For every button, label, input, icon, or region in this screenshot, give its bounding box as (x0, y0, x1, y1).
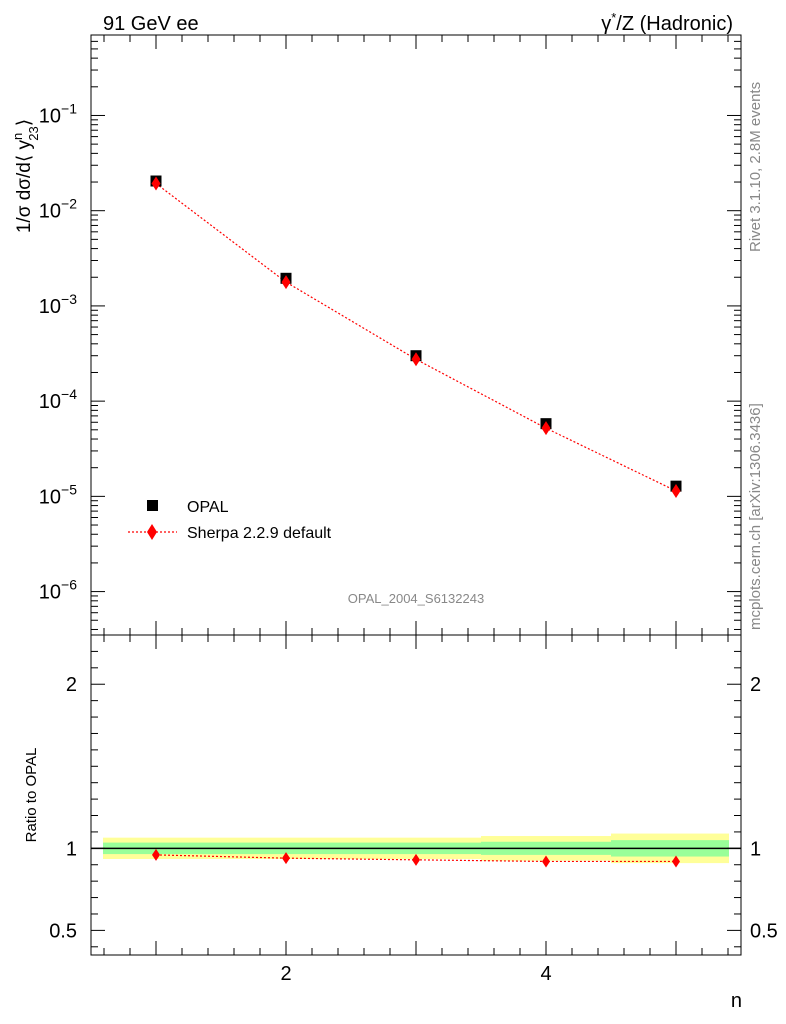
legend-sherpa-label: Sherpa 2.2.9 default (187, 525, 332, 542)
mcplots-label: mcplots.cern.ch [arXiv:1306.3436] (747, 403, 764, 630)
left-title: 91 GeV ee (103, 13, 199, 35)
legend-opal-label: OPAL (187, 499, 229, 516)
sherpa-point (281, 275, 291, 290)
ratio-y-tick-label-right: 2 (750, 674, 761, 696)
sherpa-point (151, 176, 161, 191)
ratio-y-tick-label-right: 0.5 (750, 920, 778, 942)
y-tick-label: 10−6 (39, 577, 77, 604)
ratio-sherpa-point (412, 853, 420, 866)
ratio-sherpa-point (152, 848, 160, 861)
y-tick-label: 10−1 (39, 100, 77, 127)
ratio-sherpa-point (542, 855, 550, 868)
sherpa-point (671, 483, 681, 498)
legend-sherpa-marker (147, 524, 157, 540)
ratio-y-axis-label: Ratio to OPAL (23, 748, 40, 843)
x-axis-label: n (731, 990, 742, 1012)
ratio-y-tick-label-left: 2 (66, 674, 77, 696)
ratio-y-tick-label-left: 0.5 (49, 920, 77, 942)
x-tick-label: 2 (280, 963, 291, 985)
ratio-y-tick-label-left: 1 (66, 838, 77, 860)
y-tick-label: 10−2 (39, 196, 77, 223)
ratio-frame (90, 634, 742, 956)
analysis-id-watermark: OPAL_2004_S6132243 (348, 591, 484, 606)
right-title: γ*/Z (Hadronic) (601, 10, 733, 35)
ratio-y-tick-label-right: 1 (750, 838, 761, 860)
main-frame (90, 34, 742, 636)
ratio-plot: 2 4 0.5 0.5 1 1 2 2 (49, 634, 778, 985)
rivet-version-label: Rivet 3.1.10, 2.8M events (747, 82, 764, 252)
y-tick-label: 10−4 (39, 386, 77, 413)
sherpa-point (411, 352, 421, 367)
main-y-axis-label: 1/σ dσ/d⟨ yn23⟩ (10, 119, 41, 233)
main-plot: 10−6 10−5 10−4 10−3 10−2 10−1 (39, 34, 742, 955)
y-tick-label: 10−5 (39, 481, 77, 508)
sherpa-line (155, 183, 677, 492)
legend: OPAL Sherpa 2.2.9 default (128, 499, 332, 542)
legend-opal-marker (147, 500, 158, 511)
ratio-sherpa-point (282, 852, 290, 865)
sherpa-point (541, 421, 551, 436)
x-tick-label: 4 (540, 963, 551, 985)
y-tick-label: 10−3 (39, 291, 77, 318)
ratio-sherpa-point (672, 855, 680, 868)
